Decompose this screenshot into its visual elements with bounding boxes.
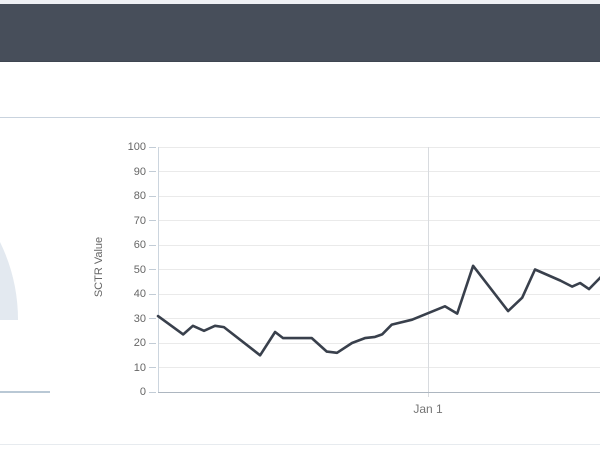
x-gridline xyxy=(427,147,429,397)
y-tick-mark xyxy=(149,244,156,246)
y-tick-mark xyxy=(149,293,156,295)
y-gridline xyxy=(158,195,600,197)
y-tick-label: 30 xyxy=(133,312,146,325)
browser-edge-strip xyxy=(0,0,600,4)
y-tick-label: 100 xyxy=(127,141,146,153)
y-tick-label: 0 xyxy=(139,386,146,398)
chart-section: SCTR Value 0 10 20 30 40 50 60 70 80 90 100 Jan 1 xyxy=(0,118,600,444)
toolbar-band xyxy=(0,62,600,118)
top-nav-bar xyxy=(0,4,600,62)
sctr-line-chart[interactable]: SCTR Value 0 10 20 30 40 50 60 70 80 90 100 Jan 1 xyxy=(0,118,600,444)
x-axis-line xyxy=(158,392,600,393)
y-tick-mark xyxy=(149,220,156,221)
y-tick-label: 50 xyxy=(133,263,146,276)
y-gridline xyxy=(158,269,600,270)
y-tick-label: 40 xyxy=(133,288,146,300)
y-gridline xyxy=(158,342,600,344)
y-tick-mark xyxy=(149,171,156,172)
y-tick-label: 70 xyxy=(133,214,146,227)
y-tick-label: 60 xyxy=(133,239,146,251)
y-gridline xyxy=(158,146,600,148)
y-gridline xyxy=(158,293,600,295)
y-tick-mark xyxy=(149,342,156,344)
gauge-arc-partial xyxy=(0,242,18,320)
y-tick-mark xyxy=(149,367,156,368)
y-tick-label: 10 xyxy=(133,361,146,374)
footer-band xyxy=(0,445,600,450)
y-gridline xyxy=(158,171,600,172)
y-gridline xyxy=(158,318,600,319)
y-gridline xyxy=(158,244,600,246)
y-tick-label: 20 xyxy=(133,337,146,349)
y-tick-mark xyxy=(149,391,156,393)
x-tick-label: Jan 1 xyxy=(413,402,443,416)
gauge-arc-fill xyxy=(0,242,18,320)
y-gridline xyxy=(158,220,600,221)
y-tick-mark xyxy=(149,195,156,197)
y-tick-mark xyxy=(149,318,156,319)
y-gridline xyxy=(158,367,600,368)
bottom-divider xyxy=(0,444,600,445)
y-tick-label: 90 xyxy=(133,165,146,178)
y-tick-mark xyxy=(149,269,156,270)
sctr-series xyxy=(156,264,600,357)
y-tick-label: 80 xyxy=(133,190,146,202)
y-tick-mark xyxy=(149,146,156,148)
y-axis-line xyxy=(158,147,159,392)
gauge-baseline xyxy=(0,391,50,393)
